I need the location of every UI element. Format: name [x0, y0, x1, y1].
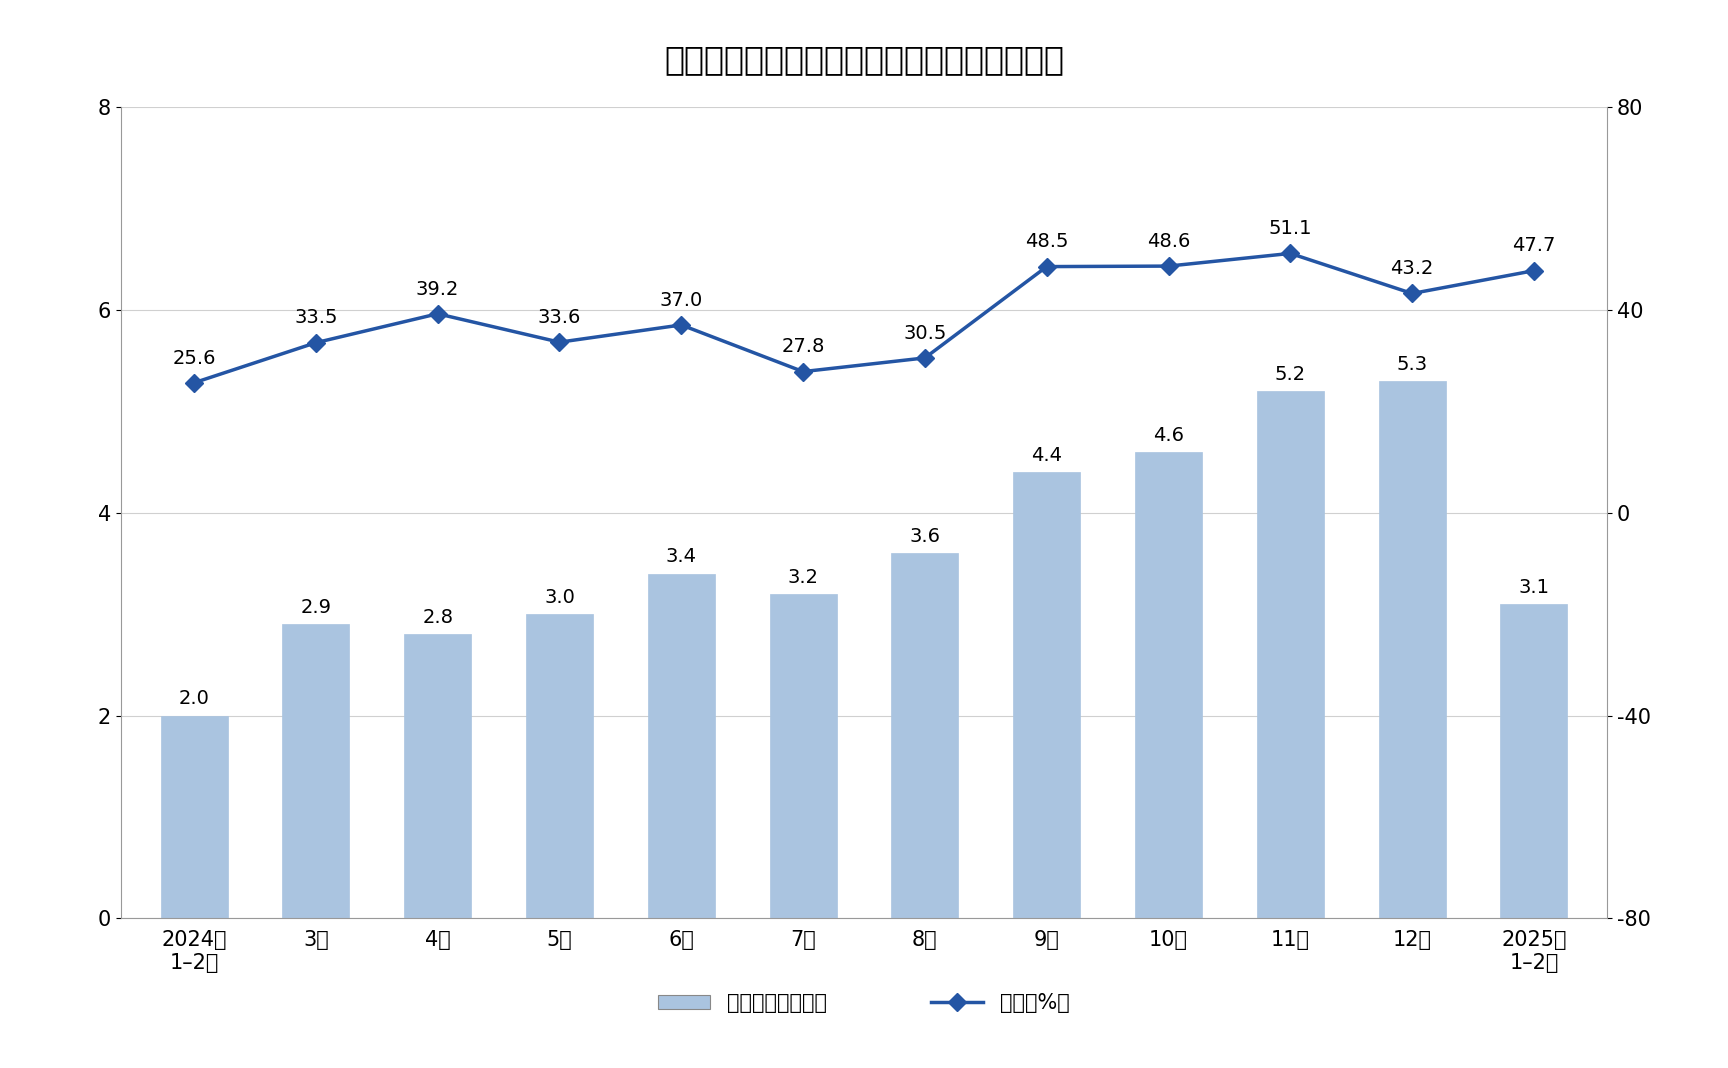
Text: 2.8: 2.8: [422, 609, 453, 627]
Bar: [892, 553, 959, 918]
Text: 3.4: 3.4: [665, 548, 696, 566]
Bar: [1256, 391, 1324, 918]
Text: 2.0: 2.0: [178, 690, 209, 708]
Bar: [161, 716, 228, 918]
Text: 43.2: 43.2: [1391, 260, 1434, 279]
Text: 3.0: 3.0: [544, 588, 575, 607]
Text: 5.2: 5.2: [1275, 365, 1306, 383]
Text: 39.2: 39.2: [416, 280, 460, 299]
Bar: [525, 614, 593, 918]
Text: 48.5: 48.5: [1025, 233, 1068, 251]
Text: 5.3: 5.3: [1396, 355, 1427, 374]
Legend: 日均产量（万辆）, 增速（%）: 日均产量（万辆）, 增速（%）: [650, 985, 1078, 1022]
Bar: [1135, 452, 1203, 918]
Bar: [1500, 603, 1567, 918]
Text: 3.6: 3.6: [909, 528, 940, 546]
Text: 4.6: 4.6: [1153, 426, 1184, 444]
Bar: [1013, 472, 1080, 918]
Text: 4.4: 4.4: [1032, 446, 1063, 465]
Text: 27.8: 27.8: [781, 337, 824, 357]
Text: 48.6: 48.6: [1147, 232, 1191, 251]
Bar: [769, 594, 836, 918]
Bar: [404, 634, 472, 918]
Text: 3.2: 3.2: [788, 568, 819, 586]
Text: 33.6: 33.6: [537, 308, 581, 327]
Text: 30.5: 30.5: [904, 324, 947, 343]
Text: 规模以上工业新能源汽车同比增速及日均产量: 规模以上工业新能源汽车同比增速及日均产量: [664, 43, 1064, 76]
Text: 25.6: 25.6: [173, 348, 216, 367]
Text: 2.9: 2.9: [301, 598, 332, 617]
Text: 47.7: 47.7: [1512, 236, 1555, 255]
Bar: [648, 574, 715, 918]
Bar: [282, 624, 349, 918]
Text: 37.0: 37.0: [660, 290, 703, 310]
Text: 51.1: 51.1: [1268, 219, 1312, 238]
Bar: [1379, 380, 1446, 918]
Text: 3.1: 3.1: [1519, 578, 1550, 597]
Text: 33.5: 33.5: [294, 309, 337, 328]
